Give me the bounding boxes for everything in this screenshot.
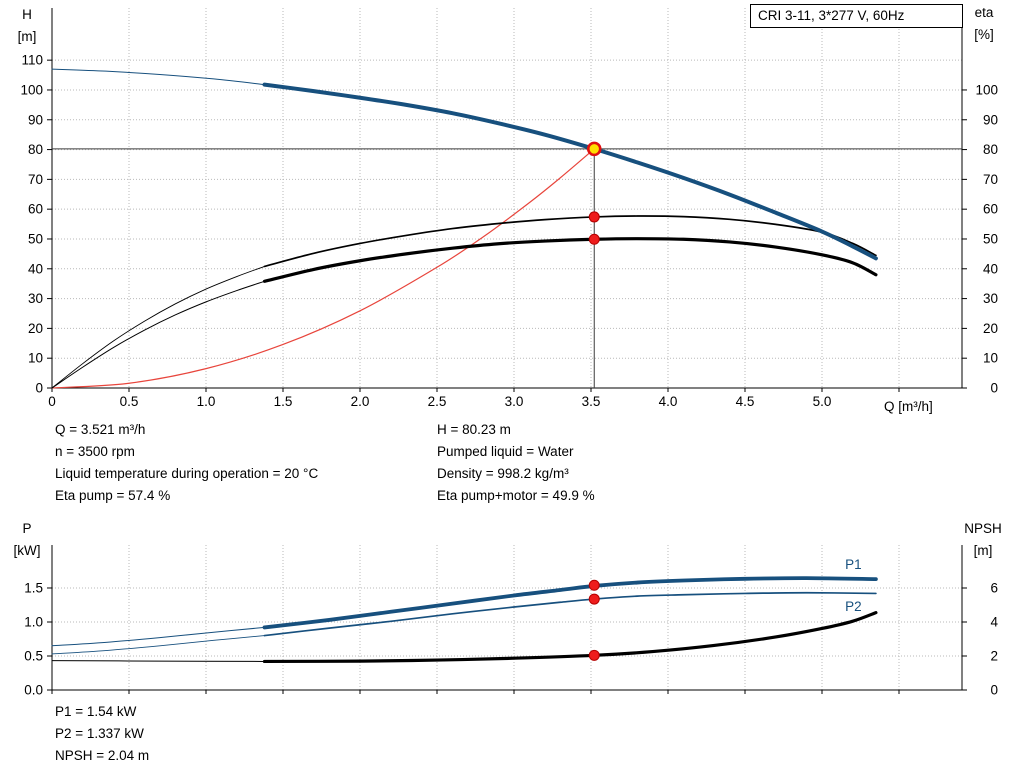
x-tick-label: 0 — [48, 394, 56, 409]
y-right-tick-label: 100 — [975, 82, 998, 97]
stat-npsh: NPSH = 2.04 m — [55, 748, 150, 763]
npsh-point — [588, 649, 600, 661]
stat-eta-pump-motor: Eta pump+motor = 49.9 % — [437, 488, 595, 503]
p2-curve-thin — [51, 635, 265, 655]
eta-axis-symbol: eta — [974, 5, 994, 20]
stat-p1: P1 = 1.54 kW — [55, 704, 137, 719]
p1-curve-label: P1 — [845, 557, 862, 572]
x-tick-label: 2.0 — [351, 394, 370, 409]
stat-speed: n = 3500 rpm — [55, 444, 135, 459]
y-right-tick-label: 10 — [983, 351, 998, 366]
y-left-tick-label: 0 — [35, 381, 43, 396]
eta-axis-title: eta [%] — [960, 2, 1008, 46]
eta-pump-motor-point — [588, 233, 600, 245]
y-left-tick-label: 60 — [28, 202, 43, 217]
y-right-tick-label: 20 — [983, 321, 998, 336]
y-left-tick-label: 100 — [20, 82, 43, 97]
p1-curve — [262, 576, 878, 630]
system-curve — [51, 148, 595, 389]
stat-pumped-liquid: Pumped liquid = Water — [437, 444, 574, 459]
y-left-tick-label: 1.0 — [24, 614, 43, 629]
p2-curve — [263, 591, 877, 637]
qh-eta-chart: 0 10 20 30 40 50 60 70 80 90 100 110 0 10 20 30 40 50 60 70… — [20, 8, 998, 409]
y-right-tick-label: 0 — [990, 381, 998, 396]
y-left-tick-label: 10 — [28, 351, 43, 366]
eta-axis-unit: [%] — [974, 27, 994, 42]
y-left-tick-label: 80 — [28, 142, 43, 157]
eta-pump-motor-curve — [262, 237, 878, 283]
p2-curve-label: P2 — [845, 599, 862, 614]
p2-point — [588, 593, 600, 605]
stat-liquid-temperature: Liquid temperature during operation = 20… — [55, 466, 319, 481]
x-tick-label: 4.5 — [736, 394, 755, 409]
p1-point — [588, 579, 600, 591]
y-right-tick-label: 80 — [983, 142, 998, 157]
y-left-tick-label: 0.0 — [24, 683, 43, 698]
eta-pump-curve-thin — [51, 265, 265, 389]
x-tick-label: 1.5 — [274, 394, 293, 409]
npsh-axis-unit: [m] — [973, 543, 993, 558]
y-left-tick-label: 40 — [28, 261, 43, 276]
eta-pump-motor-curve-thin — [51, 280, 266, 389]
pump-model-title: CRI 3-11, 3*277 V, 60Hz — [750, 4, 963, 28]
x-tick-label: 2.5 — [428, 394, 447, 409]
x-tick-label: 4.0 — [659, 394, 678, 409]
y-left-tick-label: 50 — [28, 231, 43, 246]
y-right-tick-label: 70 — [983, 172, 998, 187]
duty-stats-right: H = 80.23 m Pumped liquid = Water Densit… — [437, 419, 595, 507]
npsh-axis-symbol: NPSH — [964, 521, 1002, 536]
qh-curve — [262, 82, 878, 261]
y-left-tick-label: 0.5 — [24, 648, 43, 663]
y-right-tick-label: 60 — [983, 202, 998, 217]
y-right-tick-label: 4 — [990, 615, 998, 630]
x-tick-label: 5.0 — [813, 394, 832, 409]
y-right-tick-label: 50 — [983, 231, 998, 246]
qh-curve-thin — [51, 68, 266, 86]
duty-stats-left: Q = 3.521 m³/h n = 3500 rpm Liquid tempe… — [55, 419, 318, 507]
x-tick-label: 0.5 — [120, 394, 139, 409]
x-tick-label: 1.0 — [197, 394, 216, 409]
x-tick-label: 3.5 — [582, 394, 601, 409]
power-stats: P1 = 1.54 kW P2 = 1.337 kW NPSH = 2.04 m — [55, 701, 149, 767]
y-left-tick-label: 90 — [28, 112, 43, 127]
npsh-axis-title: NPSH [m] — [952, 518, 1014, 562]
p-axis-title: P [kW] — [6, 518, 48, 562]
h-axis-unit: [m] — [17, 29, 37, 44]
y-left-tick-label: 1.5 — [24, 580, 43, 595]
y-left-tick-label: 70 — [28, 172, 43, 187]
y-right-tick-label: 30 — [983, 291, 998, 306]
p-axis-unit: [kW] — [13, 543, 41, 558]
y-right-tick-label: 0 — [990, 683, 998, 698]
npsh-curve-thin — [51, 660, 266, 662]
stat-eta-pump: Eta pump = 57.4 % — [55, 488, 171, 503]
y-right-tick-label: 6 — [990, 581, 998, 596]
eta-pump-point — [588, 211, 600, 223]
y-left-tick-label: 20 — [28, 321, 43, 336]
x-tick-label: 3.0 — [505, 394, 524, 409]
stat-density: Density = 998.2 kg/m³ — [437, 466, 569, 481]
npsh-curve — [262, 611, 878, 664]
power-npsh-chart: 0.0 0.5 1.0 1.5 0 2 4 6 P1 P2 — [24, 545, 998, 698]
q-axis-title: Q [m³/h] — [884, 399, 933, 414]
p1-curve-thin — [51, 626, 266, 647]
y-right-tick-label: 2 — [990, 649, 998, 664]
y-left-tick-label: 110 — [21, 53, 43, 68]
stat-h: H = 80.23 m — [437, 422, 511, 437]
stat-p2: P2 = 1.337 kW — [55, 726, 144, 741]
stat-q: Q = 3.521 m³/h — [55, 422, 146, 437]
y-right-tick-label: 40 — [983, 261, 998, 276]
y-left-tick-label: 30 — [28, 291, 43, 306]
y-right-tick-label: 90 — [983, 112, 998, 127]
h-axis-symbol: H — [22, 7, 32, 22]
duty-point — [586, 141, 602, 157]
h-axis-title: H [m] — [6, 4, 48, 48]
p-axis-symbol: P — [22, 521, 32, 536]
